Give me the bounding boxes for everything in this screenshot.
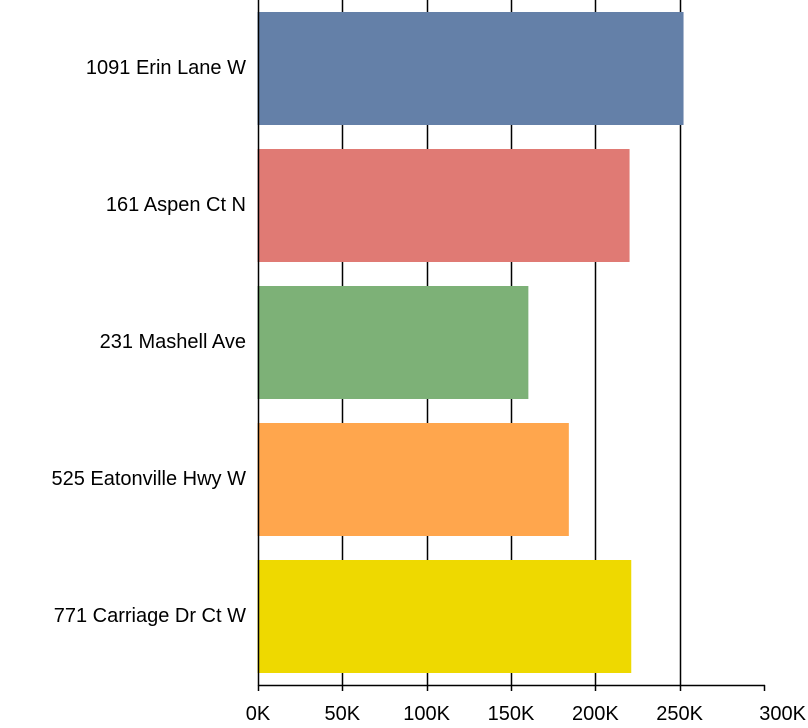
bars (257, 12, 684, 673)
bar (257, 286, 529, 399)
bar (257, 12, 684, 125)
plot-frame (257, 0, 766, 691)
x-tick-label: 250K (656, 703, 703, 725)
category-label: 1091 Erin Lane W (86, 57, 246, 79)
category-label: 231 Mashell Ave (100, 331, 246, 353)
bar (257, 149, 630, 262)
x-axis-tick-labels: 0K 50K 100K 150K 200K 250K 300K (246, 703, 807, 725)
x-tick-label: 300K (759, 703, 806, 725)
category-label: 525 Eatonville Hwy W (51, 468, 246, 490)
x-tick-label: 150K (488, 703, 535, 725)
bar (257, 423, 569, 536)
x-tick-label: 0K (246, 703, 271, 725)
x-tick-label: 100K (403, 703, 450, 725)
x-tick-label: 50K (325, 703, 361, 725)
category-label: 771 Carriage Dr Ct W (54, 605, 246, 627)
category-labels: 1091 Erin Lane W 161 Aspen Ct N 231 Mashel… (51, 57, 246, 627)
x-tick-label: 200K (572, 703, 619, 725)
category-label: 161 Aspen Ct N (106, 194, 246, 216)
bar (257, 560, 632, 673)
